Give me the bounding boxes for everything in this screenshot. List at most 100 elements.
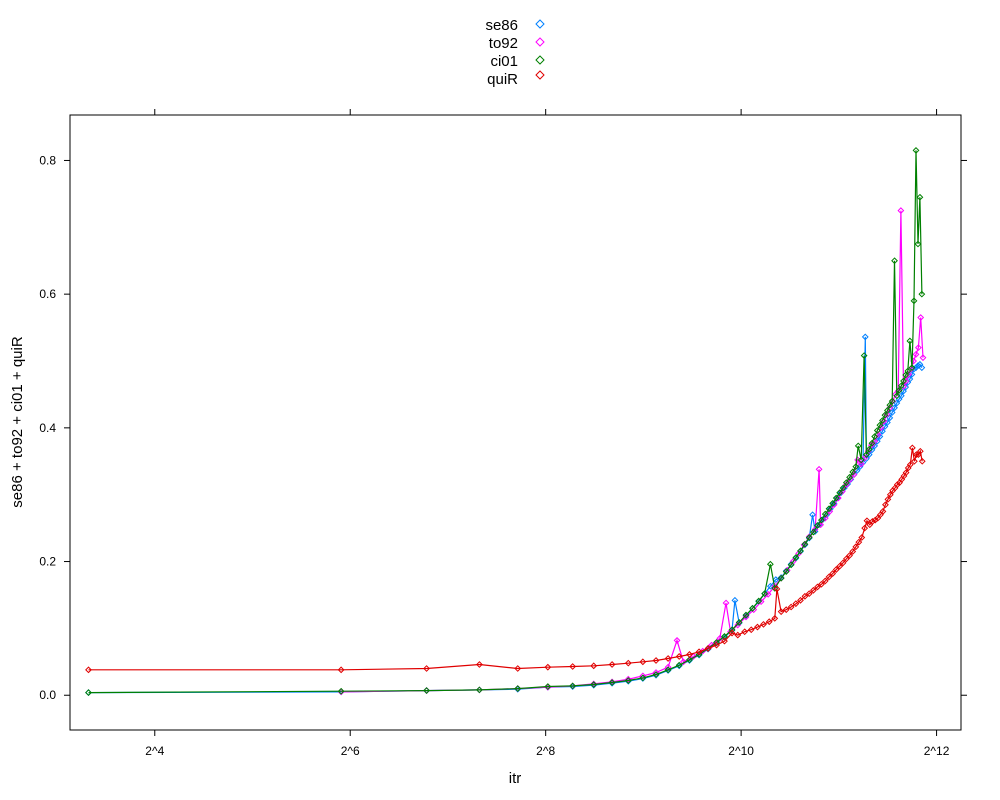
legend-entry-to92: to92: [489, 35, 545, 52]
data-point-ci01: [686, 656, 693, 664]
data-point-quiR: [858, 534, 866, 541]
data-point-ci01: [721, 633, 728, 640]
legend-marker: [535, 70, 545, 80]
y-tick-label: 0.2: [39, 555, 56, 569]
data-point-quiR: [849, 548, 857, 555]
data-point-quiR: [675, 653, 683, 660]
data-point-quiR: [825, 573, 833, 581]
data-point-ci01: [675, 661, 683, 669]
series-line-to92: [341, 210, 924, 693]
data-point-quiR: [747, 626, 755, 634]
data-point-to92: [639, 672, 647, 680]
y-axis: 0.0 0.2 0.4 0.6 0.8: [39, 153, 967, 702]
data-point-quiR: [475, 661, 483, 668]
data-point-to92: [764, 590, 772, 598]
data-point-quiR: [771, 614, 779, 622]
data-point-ci01: [742, 611, 750, 619]
data-point-quiR: [882, 501, 889, 509]
legend-entry-ci01: ci01: [490, 53, 545, 70]
data-point-se86: [918, 364, 926, 372]
data-point-quiR: [760, 620, 767, 628]
data-point-quiR: [829, 570, 837, 577]
data-point-ci01: [865, 445, 873, 453]
data-point-ci01: [895, 387, 903, 394]
data-point-ci01: [881, 411, 889, 419]
data-point-ci01: [879, 417, 886, 424]
data-point-ci01: [544, 683, 552, 690]
data-point-to92: [914, 344, 922, 352]
data-point-quiR: [624, 659, 632, 667]
data-point-ci01: [857, 456, 865, 464]
legend-marker: [535, 19, 545, 29]
data-point-quiR: [734, 631, 742, 639]
data-point-quiR: [695, 648, 703, 656]
data-point-quiR: [916, 447, 924, 455]
data-point-ci01: [755, 597, 763, 605]
legend-label: to92: [489, 35, 518, 52]
y-tick-label: 0.6: [39, 287, 56, 301]
x-axis: 2^4 2^6 2^8 2^10 2^12: [145, 109, 950, 758]
data-point-quiR: [423, 665, 430, 672]
data-point-quiR: [906, 461, 914, 469]
data-point-quiR: [773, 585, 781, 593]
data-point-quiR: [721, 637, 728, 645]
data-point-quiR: [765, 618, 773, 626]
data-point-ci01: [810, 528, 817, 536]
data-point-ci01: [912, 147, 920, 154]
x-tick-label: 2^12: [924, 744, 950, 758]
data-point-se86: [893, 399, 901, 407]
data-point-ci01: [735, 618, 743, 626]
data-point-ci01: [871, 433, 879, 440]
data-point-ci01: [910, 297, 918, 305]
data-point-quiR: [842, 555, 850, 563]
data-point-quiR: [85, 666, 92, 674]
legend-entry-quiR: quiR: [487, 70, 545, 88]
data-point-quiR: [869, 518, 876, 525]
data-point-ci01: [902, 371, 910, 379]
data-point-to92: [795, 550, 803, 557]
data-point-ci01: [832, 494, 840, 502]
data-point-ci01: [766, 560, 774, 568]
data-point-quiR: [886, 491, 894, 499]
data-point-quiR: [884, 495, 892, 503]
data-point-quiR: [871, 516, 879, 524]
data-point-quiR: [910, 457, 918, 465]
data-point-quiR: [728, 629, 736, 637]
data-point-ci01: [891, 257, 898, 265]
data-point-ci01: [900, 377, 907, 385]
data-point-ci01: [862, 451, 870, 458]
y-tick-label: 0.4: [39, 421, 56, 435]
data-point-ci01: [652, 671, 660, 678]
data-point-quiR: [846, 552, 853, 559]
data-point-ci01: [821, 510, 829, 518]
data-point-to92: [679, 658, 687, 666]
data-point-ci01: [695, 651, 703, 658]
data-point-ci01: [569, 682, 577, 690]
data-point-quiR: [821, 577, 829, 585]
data-point-quiR: [912, 451, 920, 458]
data-point-ci01: [85, 689, 92, 696]
data-point-ci01: [337, 687, 345, 695]
data-point-ci01: [792, 554, 800, 561]
data-point-quiR: [902, 469, 910, 477]
data-point-to92: [919, 354, 927, 362]
legend: se86 to92 ci01 quiR: [485, 17, 545, 88]
data-point-ci01: [860, 352, 868, 360]
data-point-ci01: [475, 686, 483, 694]
data-point-quiR: [805, 590, 813, 598]
data-point-ci01: [590, 681, 598, 688]
data-point-ci01: [908, 364, 916, 372]
data-point-quiR: [639, 658, 647, 666]
data-point-ci01: [868, 439, 876, 447]
data-point-to92: [917, 314, 925, 321]
data-point-quiR: [832, 566, 840, 573]
data-point-quiR: [839, 559, 847, 567]
data-point-ci01: [916, 193, 924, 201]
data-point-to92: [624, 675, 632, 683]
data-point-quiR: [818, 580, 825, 588]
series-line-se86: [88, 336, 923, 694]
data-point-se86: [891, 404, 898, 412]
data-point-quiR: [652, 657, 660, 664]
legend-label: ci01: [490, 53, 518, 70]
